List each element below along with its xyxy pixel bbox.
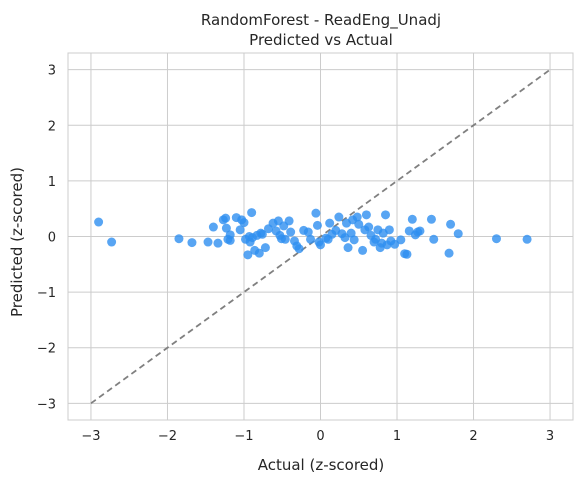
data-point — [213, 238, 223, 248]
data-point — [522, 234, 532, 244]
y-tick-label: −1 — [37, 286, 56, 301]
data-point — [221, 223, 231, 233]
data-point — [306, 234, 316, 244]
data-point — [257, 229, 267, 239]
y-tick-label: 0 — [48, 231, 56, 246]
data-point — [235, 225, 245, 235]
data-point — [203, 237, 213, 247]
x-tick-label: 3 — [546, 429, 554, 444]
data-point — [303, 227, 313, 237]
y-tick-labels: −3 −2 −1 0 1 2 3 — [37, 64, 56, 413]
data-point — [225, 230, 235, 240]
data-point — [343, 243, 353, 253]
data-point — [221, 213, 231, 223]
data-point — [354, 219, 364, 229]
data-point — [453, 229, 463, 239]
y-tick-label: 3 — [48, 64, 56, 79]
data-point — [312, 220, 322, 230]
y-tick-label: 2 — [48, 119, 56, 134]
y-tick-label: −3 — [37, 397, 56, 412]
data-point — [254, 248, 264, 258]
x-tick-label: 2 — [469, 429, 477, 444]
grid — [68, 53, 573, 420]
data-point — [325, 218, 335, 228]
data-point — [208, 222, 218, 232]
data-point — [402, 249, 412, 259]
identity-reference-line — [90, 68, 551, 405]
data-point — [187, 238, 197, 248]
y-tick-label: 1 — [48, 175, 56, 190]
data-point — [107, 237, 117, 247]
data-point — [358, 245, 368, 255]
data-point — [384, 225, 394, 235]
data-point — [260, 243, 270, 253]
data-point — [426, 214, 436, 224]
data-point — [294, 244, 304, 254]
x-tick-label: −3 — [81, 429, 100, 444]
data-point — [280, 234, 290, 244]
data-point — [444, 248, 454, 258]
data-point — [311, 208, 321, 218]
data-point — [174, 234, 184, 244]
data-point — [415, 226, 425, 236]
points-layer — [94, 208, 532, 260]
chart-title: RandomForest - ReadEng_Unadj — [201, 11, 441, 30]
y-tick-label: −2 — [37, 342, 56, 357]
x-tick-labels: −3 −2 −1 0 1 2 3 — [81, 429, 554, 444]
data-point — [407, 214, 417, 224]
data-point — [239, 218, 249, 228]
x-tick-label: 0 — [316, 429, 324, 444]
x-tick-label: −2 — [158, 429, 177, 444]
y-axis-label: Predicted (z-scored) — [8, 167, 26, 317]
data-point — [364, 222, 374, 232]
data-point — [429, 234, 439, 244]
x-axis-label: Actual (z-scored) — [258, 456, 385, 474]
data-point — [491, 234, 501, 244]
x-tick-label: −1 — [234, 429, 253, 444]
reference-line-layer — [90, 68, 551, 405]
chart-subtitle: Predicted vs Actual — [249, 31, 393, 49]
data-point — [243, 250, 253, 260]
data-point — [381, 210, 391, 220]
data-point — [284, 216, 294, 226]
data-point — [316, 240, 325, 250]
data-point — [247, 208, 257, 218]
data-point — [94, 217, 104, 227]
x-tick-label: 1 — [393, 429, 401, 444]
data-point — [352, 212, 362, 222]
data-point — [396, 235, 406, 245]
data-point — [361, 210, 371, 220]
data-point — [286, 227, 296, 237]
data-point — [349, 235, 359, 245]
plot-frame — [67, 52, 574, 421]
data-point — [446, 219, 456, 229]
data-point — [334, 212, 344, 222]
